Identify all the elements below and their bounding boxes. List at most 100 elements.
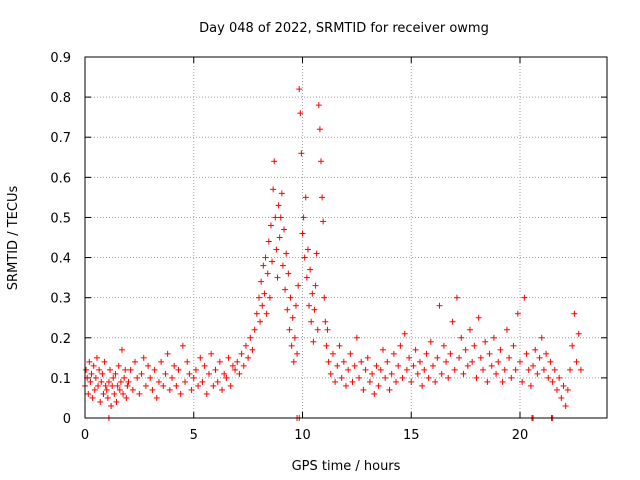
data-point [112,370,119,377]
data-point [205,370,212,377]
data-point [347,350,354,357]
x-axis-ticks: 0 5 10 15 20 [81,57,528,443]
data-point [514,310,521,317]
data-point [186,370,193,377]
data-point [302,194,309,201]
data-point [251,326,258,333]
data-point [199,378,206,385]
data-point [88,370,95,377]
data-point [134,374,141,381]
data-point [238,350,245,357]
data-point [269,258,276,265]
data-point [403,366,410,373]
data-point [471,342,478,349]
data-point [406,354,413,361]
data-point [327,370,334,377]
data-point [125,378,132,385]
data-point [190,374,197,381]
data-point [451,366,458,373]
data-point [334,362,341,369]
data-point [89,394,96,401]
data-point [447,350,454,357]
data-point [458,334,465,341]
data-point [486,350,493,357]
data-point [104,394,111,401]
data-point [549,378,556,385]
data-point [393,378,400,385]
data-point [83,366,90,373]
data-point [97,398,104,405]
data-point [234,358,241,365]
data-point [151,366,158,373]
data-point [257,318,264,325]
data-point [201,362,208,369]
data-point [116,386,123,393]
data-point [236,370,243,377]
data-point [308,318,315,325]
y-tick-label: 0 [63,412,71,427]
data-point [356,374,363,381]
data-point [140,354,147,361]
data-point [229,362,236,369]
data-point [216,358,223,365]
data-point [499,378,506,385]
data-point [160,382,167,389]
y-axis-label: SRMTID / TECUs [6,186,21,291]
data-point [410,362,417,369]
data-point [508,374,515,381]
data-point [155,378,162,385]
data-point [540,366,547,373]
data-point [136,390,143,397]
data-point [90,362,97,369]
data-point [208,350,215,357]
data-point [401,330,408,337]
data-point [506,354,513,361]
data-point [382,374,389,381]
data-point [173,382,180,389]
data-point [395,362,402,369]
data-point [296,86,303,93]
data-point [212,366,219,373]
data-point [379,346,386,353]
data-point [523,350,530,357]
data-point [460,370,467,377]
data-point [575,330,582,337]
data-point [274,274,281,281]
data-point [253,310,260,317]
data-point [263,310,270,317]
data-point [414,370,421,377]
data-point [307,266,314,273]
data-point [564,386,571,393]
data-point [329,350,336,357]
data-point [99,370,106,377]
data-point [303,274,310,281]
data-point [425,374,432,381]
data-point [521,294,528,301]
data-point [138,370,145,377]
data-point [324,326,331,333]
data-point [375,382,382,389]
data-point [519,378,526,385]
data-point [386,386,393,393]
data-point [577,366,584,373]
data-point [249,346,256,353]
data-point [114,382,121,389]
data-point [98,378,105,385]
data-point [388,370,395,377]
data-point [265,238,272,245]
data-point [192,366,199,373]
data-point [298,150,305,157]
data-point [101,358,108,365]
data-point [225,354,232,361]
plot-area-frame [84,56,608,419]
y-tick-label: 0.8 [50,91,71,106]
data-point [530,362,537,369]
data-point [480,366,487,373]
x-axis-label: GPS time / hours [292,459,401,474]
data-point [443,358,450,365]
data-point [124,382,131,389]
data-point [291,334,298,341]
data-point [482,338,489,345]
data-point [108,402,115,409]
